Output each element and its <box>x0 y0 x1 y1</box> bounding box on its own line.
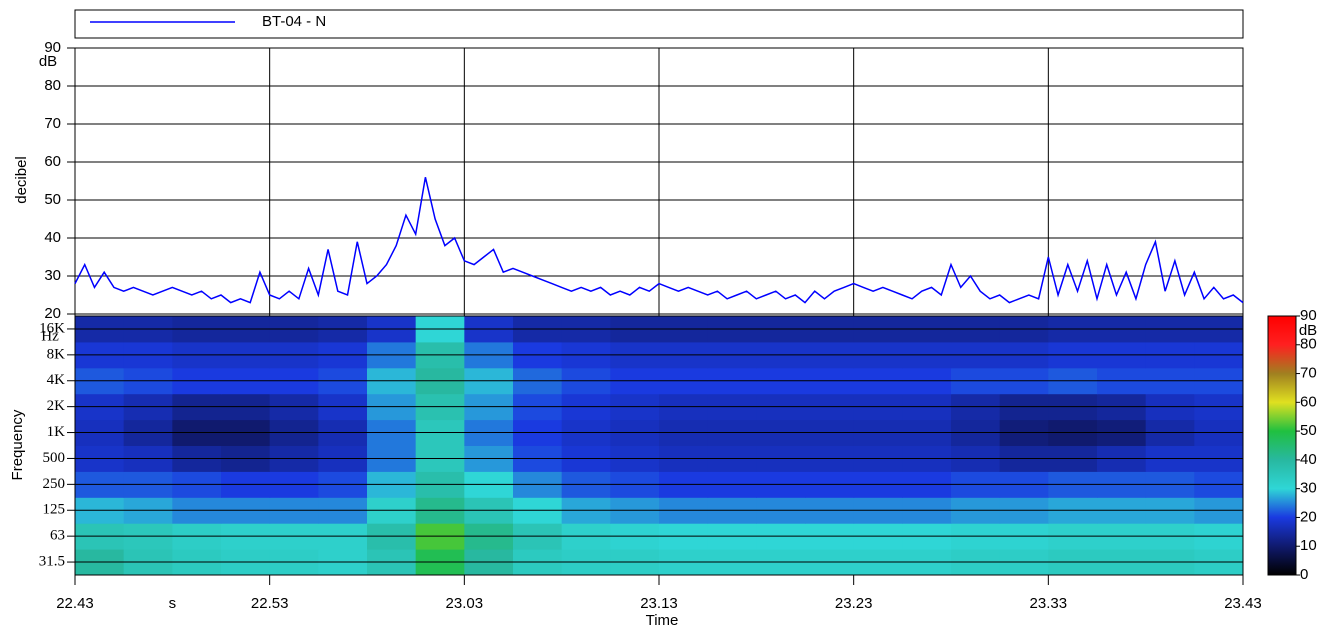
colorbar-tick-label: 70 <box>1300 365 1317 382</box>
colorbar-unit: dB <box>1299 322 1317 339</box>
y-tick-label: 16K <box>39 320 65 336</box>
x-tick-label: 23.13 <box>640 595 678 612</box>
y-tick-label: 20 <box>44 305 61 322</box>
y-axis-title: Frequency <box>9 409 26 480</box>
x-unit: s <box>169 595 177 612</box>
legend-label: BT-04 - N <box>262 13 326 30</box>
y-axis-title: decibel <box>13 156 30 204</box>
y-tick-label: 250 <box>43 476 66 492</box>
y-tick-label: 2K <box>47 398 66 414</box>
y-tick-label: 30 <box>44 267 61 284</box>
colorbar-tick-label: 10 <box>1300 537 1317 554</box>
y-tick-label: 125 <box>43 502 66 518</box>
y-tick-label: 63 <box>50 528 65 544</box>
y-tick-label: 40 <box>44 229 61 246</box>
colorbar-tick-label: 30 <box>1300 480 1317 497</box>
colorbar-tick-label: 50 <box>1300 422 1317 439</box>
y-tick-label: 90 <box>44 39 61 56</box>
x-tick-label: 22.43 <box>56 595 94 612</box>
y-tick-label: 70 <box>44 115 61 132</box>
colorbar-tick-label: 20 <box>1300 508 1317 525</box>
y-tick-label: 80 <box>44 77 61 94</box>
colorbar-tick-label: 0 <box>1300 566 1308 583</box>
x-tick-label: 23.33 <box>1030 595 1068 612</box>
x-axis-title: Time <box>646 612 679 629</box>
y-tick-label: 8K <box>47 346 66 362</box>
colorbar-tick-label: 90 <box>1300 307 1317 324</box>
y-tick-label: 60 <box>44 153 61 170</box>
y-tick-label: 4K <box>47 372 66 388</box>
y-unit: dB <box>39 53 57 70</box>
x-tick-label: 22.53 <box>251 595 289 612</box>
x-tick-label: 23.43 <box>1224 595 1262 612</box>
colorbar-tick-label: 80 <box>1300 336 1317 353</box>
x-tick-label: 23.03 <box>446 595 484 612</box>
y-tick-label: 31.5 <box>39 553 65 569</box>
colorbar <box>1267 315 1297 576</box>
colorbar-tick-label: 60 <box>1300 393 1317 410</box>
data-line <box>74 177 1244 304</box>
y-unit: Hz <box>41 328 59 344</box>
colorbar-tick-label: 40 <box>1300 451 1317 468</box>
y-tick-label: 50 <box>44 191 61 208</box>
x-tick-label: 23.23 <box>835 595 873 612</box>
legend-box <box>74 9 1244 39</box>
plot-frame <box>74 315 1244 576</box>
y-tick-label: 500 <box>43 450 66 466</box>
y-tick-label: 1K <box>47 424 66 440</box>
